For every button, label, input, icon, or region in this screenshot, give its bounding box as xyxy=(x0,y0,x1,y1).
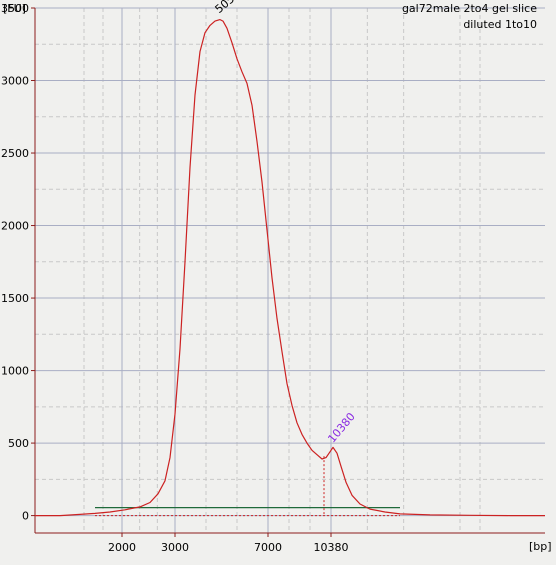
chart-title-line-1: gal72male 2to4 gel slice xyxy=(402,2,537,15)
x-tick-label: 7000 xyxy=(254,541,282,554)
y-tick-label: 2500 xyxy=(1,147,29,160)
y-tick-label: 1000 xyxy=(1,365,29,378)
axes xyxy=(31,7,545,537)
y-tick-label: 2000 xyxy=(1,220,29,233)
x-axis-unit: [bp] xyxy=(529,540,552,553)
x-tick-label: 3000 xyxy=(161,541,189,554)
y-tick-label: 0 xyxy=(22,510,29,523)
series xyxy=(35,19,545,517)
trace-line xyxy=(35,19,545,517)
y-tick-label: 3500 xyxy=(1,2,29,15)
x-tick-label: 10380 xyxy=(314,541,349,554)
y-tick-label: 500 xyxy=(8,437,29,450)
x-tick-label: 2000 xyxy=(108,541,136,554)
y-tick-label: 1500 xyxy=(1,292,29,305)
chart-title-line-2: diluted 1to10 xyxy=(463,18,537,31)
y-axis-unit: [FU] xyxy=(3,2,26,15)
y-tick-label: 3000 xyxy=(1,75,29,88)
